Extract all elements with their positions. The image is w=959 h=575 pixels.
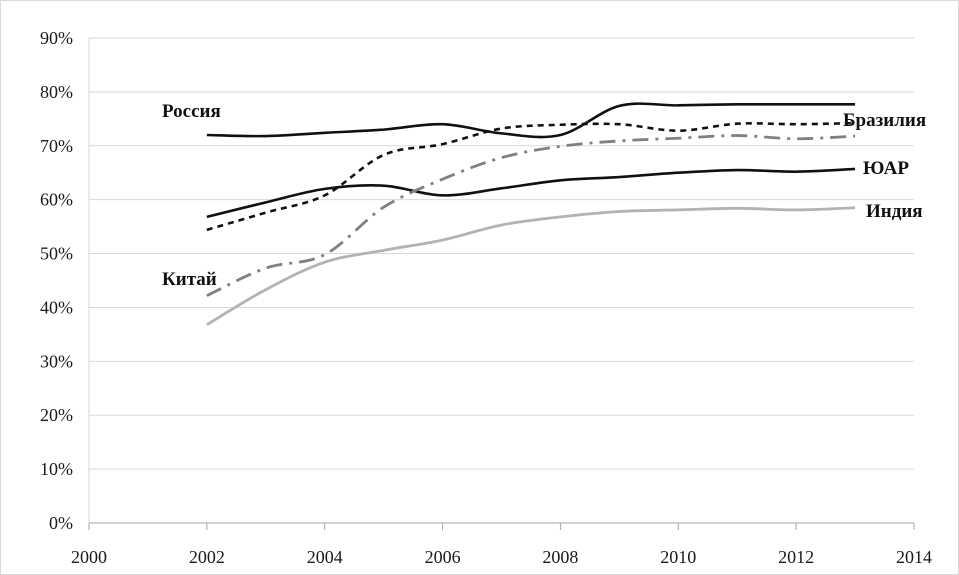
y-tick-label: 80% <box>40 82 73 102</box>
series-label-2: ЮАР <box>863 158 909 179</box>
x-tick-label: 2004 <box>307 547 343 567</box>
y-tick-label: 60% <box>40 190 73 210</box>
series-line-2 <box>206 167 856 219</box>
x-tick-label: 2010 <box>660 547 696 567</box>
series-label-3: Индия <box>866 201 923 222</box>
gridlines <box>89 37 914 470</box>
x-tick-label: 2006 <box>425 547 461 567</box>
series-line-3 <box>206 206 856 326</box>
series-line-0 <box>206 102 856 139</box>
x-tick-label: 2012 <box>778 547 814 567</box>
y-tick-label: 20% <box>40 405 73 425</box>
series-line-1 <box>206 121 856 232</box>
x-tick-label: 2008 <box>542 547 578 567</box>
x-tick-label: 2000 <box>71 547 107 567</box>
y-tick-label: 90% <box>40 28 73 48</box>
y-tick-label: 40% <box>40 297 73 317</box>
axes <box>88 38 915 530</box>
y-tick-label: 10% <box>40 459 73 479</box>
x-axis-tick-labels: 2000 2002 2004 2006 2008 2010 2012 2014 <box>71 547 932 567</box>
series-label-1: Бразилия <box>843 110 926 131</box>
series-label-0: Россия <box>162 101 221 122</box>
y-tick-label: 0% <box>49 513 73 533</box>
series-label-4: Китай <box>162 269 217 290</box>
y-axis-tick-labels: 0% 10% 20% 30% 40% 50% 60% 70% 80% 90% <box>40 28 73 533</box>
series-line-4 <box>206 134 856 297</box>
series-lines <box>206 102 856 326</box>
y-tick-label: 30% <box>40 351 73 371</box>
series-labels: Россия Бразилия ЮАР Индия Китай <box>162 101 926 290</box>
y-tick-label: 70% <box>40 136 73 156</box>
x-tick-label: 2014 <box>896 547 932 567</box>
x-tick-label: 2002 <box>189 547 225 567</box>
y-tick-label: 50% <box>40 244 73 264</box>
